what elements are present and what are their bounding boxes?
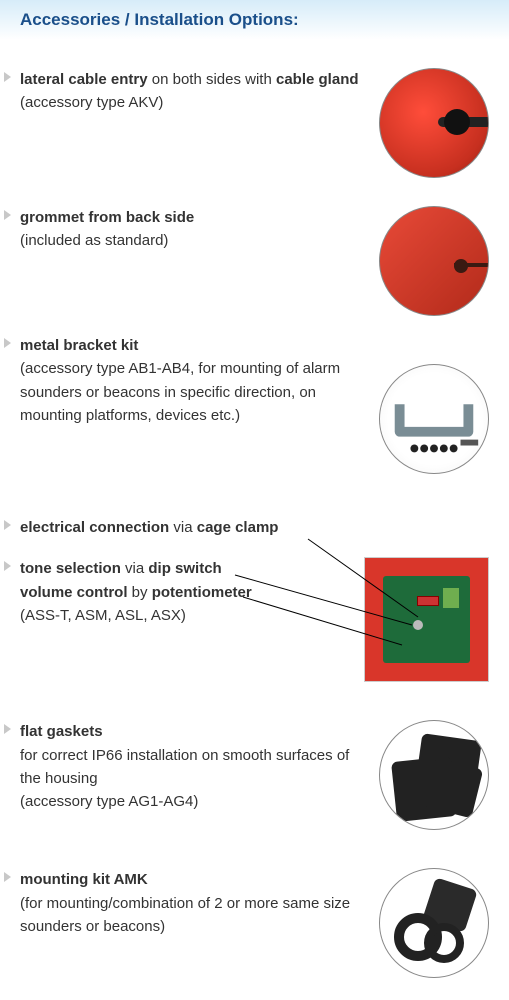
item-text-gaskets: flat gasketsfor correct IP66 installatio…: [20, 720, 373, 813]
image-lateral-cable: [379, 68, 489, 178]
image-gaskets: [379, 720, 489, 830]
item-text-amk: mounting kit AMK(for mounting/combinatio…: [20, 868, 373, 938]
image-pcb: [364, 557, 489, 682]
item-tone: tone selection via dip switchvolume cont…: [20, 557, 489, 682]
bullet-icon: [4, 520, 11, 530]
image-bracket-kit: [379, 364, 489, 474]
item-electrical: electrical connection via cage clamp: [20, 516, 489, 539]
item-gaskets: flat gasketsfor correct IP66 installatio…: [20, 720, 489, 830]
item-text-electrical: electrical connection via cage clamp: [20, 516, 489, 539]
image-grommet: [379, 206, 489, 316]
item-bracket: metal bracket kit(accessory type AB1-AB4…: [20, 334, 489, 474]
item-lateral: lateral cable entry on both sides with c…: [20, 68, 489, 178]
section-header: Accessories / Installation Options:: [0, 0, 509, 40]
bullet-icon: [4, 338, 11, 348]
item-text-bracket: metal bracket kit(accessory type AB1-AB4…: [20, 334, 373, 427]
bullet-icon: [4, 561, 11, 571]
bullet-icon: [4, 872, 11, 882]
item-grommet: grommet from back side(included as stand…: [20, 206, 489, 316]
item-text-grommet: grommet from back side(included as stand…: [20, 206, 373, 253]
bullet-icon: [4, 210, 11, 220]
item-text-lateral: lateral cable entry on both sides with c…: [20, 68, 373, 115]
image-amk: [379, 868, 489, 978]
item-amk: mounting kit AMK(for mounting/combinatio…: [20, 868, 489, 978]
bullet-icon: [4, 72, 11, 82]
item-text-tone: tone selection via dip switchvolume cont…: [20, 557, 358, 627]
bullet-icon: [4, 724, 11, 734]
content-area: lateral cable entry on both sides with c…: [0, 68, 509, 978]
